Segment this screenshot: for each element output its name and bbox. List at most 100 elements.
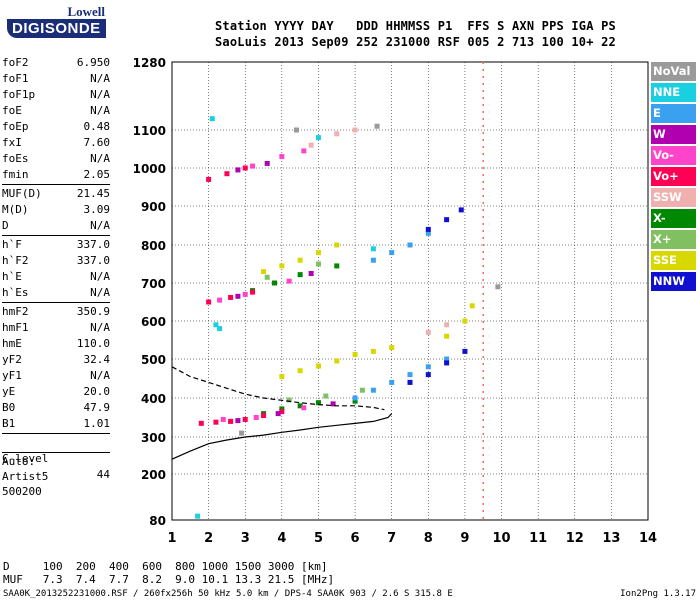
legend-item-x-: X+	[651, 230, 696, 249]
echo-point	[374, 123, 380, 129]
param-key: foF2	[2, 56, 29, 69]
param-key: hmF2	[2, 305, 29, 318]
auto-label: Auto:	[2, 455, 36, 468]
param-row: yE 20.0	[2, 384, 110, 400]
echo-point	[370, 246, 376, 252]
x-tick-label: 10	[492, 531, 510, 546]
echo-point	[220, 416, 226, 422]
param-group-profile: hmF2 350.9 hmF1 N/A hmE 110.0 yF2 32.4 yF1 N/A yE 2…	[2, 304, 110, 432]
param-key: foEp	[2, 120, 29, 133]
plot-area	[171, 61, 649, 521]
param-row: h`Es N/A	[2, 285, 110, 301]
echo-point	[308, 142, 314, 148]
param-key: B1	[2, 417, 16, 430]
legend-item-nnw: NNW	[651, 272, 696, 291]
logo-digisonde-text: DIGISONDE	[7, 19, 106, 38]
param-value: 6.950	[76, 56, 110, 69]
param-row: foF2 6.950	[2, 55, 110, 71]
param-key: foE	[2, 104, 22, 117]
x-tick-label: 7	[387, 531, 396, 546]
echo-point	[195, 513, 201, 519]
param-value: 7.60	[83, 136, 111, 149]
echo-point	[279, 154, 285, 160]
echo-point	[286, 397, 292, 403]
dashed-profile-curve	[171, 366, 385, 411]
echo-point	[250, 163, 256, 169]
y-tick-label: 80	[149, 514, 166, 528]
param-value: N/A	[90, 286, 110, 299]
param-value: 2.05	[83, 168, 111, 181]
grid-lines	[171, 61, 649, 521]
header-labels: Station YYYY DAY DDD HHMMSS P1 FFS S AXN…	[215, 19, 616, 33]
param-key: MUF(D)	[2, 187, 42, 200]
echo-point	[272, 280, 278, 286]
echo-point	[334, 358, 340, 364]
auto-code: 500200	[2, 485, 42, 498]
divider	[2, 452, 110, 453]
echo-point	[242, 416, 248, 422]
echo-point	[425, 226, 431, 232]
series-vo-	[198, 165, 285, 426]
param-value: 110.0	[76, 337, 110, 350]
echo-point	[217, 297, 223, 303]
echo-point	[334, 131, 340, 137]
param-value: 44	[96, 468, 110, 481]
echo-points	[195, 116, 501, 519]
param-key: D	[2, 219, 9, 232]
echo-point	[279, 406, 285, 412]
artist-version: Artist5	[2, 470, 49, 483]
logo-lowell-text: Lowell	[67, 4, 105, 19]
echo-point	[198, 420, 204, 426]
echo-point	[297, 403, 303, 409]
y-tick-label: 400	[141, 392, 166, 406]
echo-point	[444, 360, 450, 366]
echo-point	[297, 272, 303, 278]
polarization-legend: NoVal NNE E W Vo- Vo+ SSW X- X+ SSE NNW	[651, 62, 696, 293]
param-key: M(D)	[2, 203, 29, 216]
param-value: N/A	[90, 270, 110, 283]
echo-point	[425, 372, 431, 378]
param-group-muf: MUF(D) 21.45 M(D) 3.09 D N/A	[2, 186, 110, 234]
param-row-clevel: C-level 44	[2, 435, 110, 481]
legend-item-vo-: Vo-	[651, 146, 696, 165]
muf-row: MUF 7.3 7.4 7.7 8.2 9.0 10.1 13.3 21.5 […	[3, 573, 335, 586]
param-row: hmF1 N/A	[2, 320, 110, 336]
param-row: fmin 2.05	[2, 167, 110, 183]
echo-point	[293, 127, 299, 133]
echo-point	[301, 148, 307, 154]
param-value: 21.45	[76, 187, 110, 200]
echo-point	[352, 398, 358, 404]
x-tick-label: 2	[204, 531, 213, 546]
profile-curves	[171, 366, 393, 460]
echo-point	[242, 291, 248, 297]
param-key: hmE	[2, 337, 22, 350]
echo-point	[323, 393, 329, 399]
param-key: h`E	[2, 270, 22, 283]
echo-point	[407, 372, 413, 378]
x-tick-label: 8	[424, 531, 433, 546]
echo-point	[253, 415, 259, 420]
echo-point	[235, 167, 241, 173]
header-values: SaoLuis 2013 Sep09 252 231000 RSF 005 2 …	[215, 35, 616, 49]
param-row: yF2 32.4	[2, 352, 110, 368]
tick-labels: 1 2 3 4 5 6 7 8 9 10 11 12 13 14802003004005006007008…	[133, 56, 657, 546]
y-tick-label: 600	[141, 315, 166, 329]
x-tick-label: 12	[566, 531, 584, 546]
param-key: fxI	[2, 136, 22, 149]
param-value: 1.01	[83, 417, 111, 430]
param-row: yF1 N/A	[2, 368, 110, 384]
param-key: yF2	[2, 353, 22, 366]
param-value: 3.09	[83, 203, 111, 216]
param-group-virtual-heights: h`F 337.0 h`F2 337.0 h`E N/A h`Es N/A	[2, 237, 110, 301]
param-key: foF1	[2, 72, 29, 85]
echo-point	[425, 329, 431, 335]
echo-point	[334, 263, 340, 269]
echo-point	[458, 207, 464, 213]
x-tick-label: 13	[602, 531, 620, 546]
echo-point	[286, 278, 292, 284]
y-tick-label: 500	[141, 353, 166, 367]
echo-point	[389, 250, 395, 256]
x-tick-label: 4	[277, 531, 286, 546]
echo-point	[279, 374, 285, 380]
param-row: B1 1.01	[2, 416, 110, 432]
